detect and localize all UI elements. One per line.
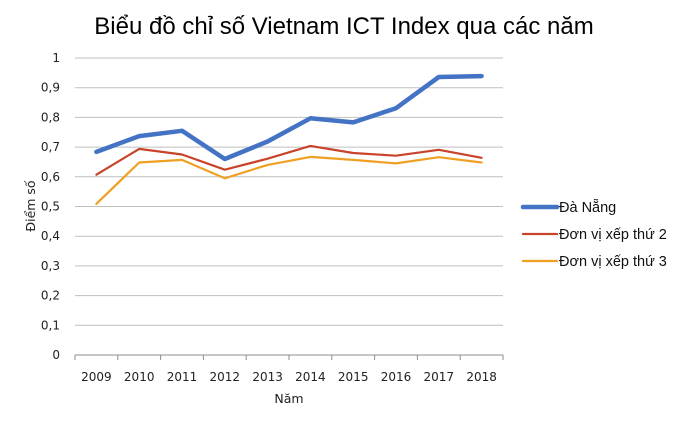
y-tick-label: 0,1 (41, 318, 60, 332)
y-tick-label: 0,2 (41, 289, 60, 303)
y-tick-label: 0,6 (41, 170, 60, 184)
x-tick-label: 2015 (338, 370, 369, 384)
legend: Đà Nẵng Đơn vị xếp thứ 2 Đơn vị xếp thứ 3 (520, 199, 667, 270)
series-lines (94, 73, 484, 205)
series-line-2 (95, 144, 483, 176)
x-tick-label: 2014 (295, 370, 326, 384)
y-tick-label: 1 (52, 51, 60, 65)
legend-label: Đơn vị xếp thứ 3 (559, 254, 667, 270)
x-axis-label: Năm (274, 391, 303, 406)
x-tick-label: 2016 (381, 370, 412, 384)
y-tick-label: 0,4 (41, 229, 60, 243)
x-axis: 2009 2010 2011 2012 2013 2014 2015 2016 2017 2018 (74, 354, 504, 384)
x-tick-label: 2012 (210, 370, 241, 384)
y-tick-label: 0,7 (41, 140, 60, 154)
y-tick-label: 0,3 (41, 259, 60, 273)
y-tick-label: 0,9 (41, 81, 60, 95)
chart-title: Biểu đồ chỉ số Vietnam ICT Index qua các… (94, 13, 593, 40)
x-tick-label: 2018 (466, 370, 497, 384)
x-tick-label: 2010 (124, 370, 155, 384)
legend-label: Đơn vị xếp thứ 2 (559, 227, 667, 243)
legend-label: Đà Nẵng (559, 199, 616, 216)
x-tick-label: 2011 (167, 370, 198, 384)
series-line-1 (94, 73, 484, 162)
x-tick-label: 2017 (424, 370, 455, 384)
y-tick-label: 0,8 (41, 110, 60, 124)
x-tick-label: 2009 (81, 370, 112, 384)
x-tick-label: 2013 (252, 370, 283, 384)
series-line-3 (95, 155, 483, 205)
y-tick-label: 0,5 (41, 200, 60, 214)
gridlines (75, 57, 503, 326)
y-tick-label: 0 (52, 348, 60, 362)
y-axis-ticks: 0 0,1 0,2 0,3 0,4 0,5 0,6 0,7 0,8 0,9 1 (41, 51, 60, 362)
y-axis-label: Điểm số (23, 180, 38, 232)
